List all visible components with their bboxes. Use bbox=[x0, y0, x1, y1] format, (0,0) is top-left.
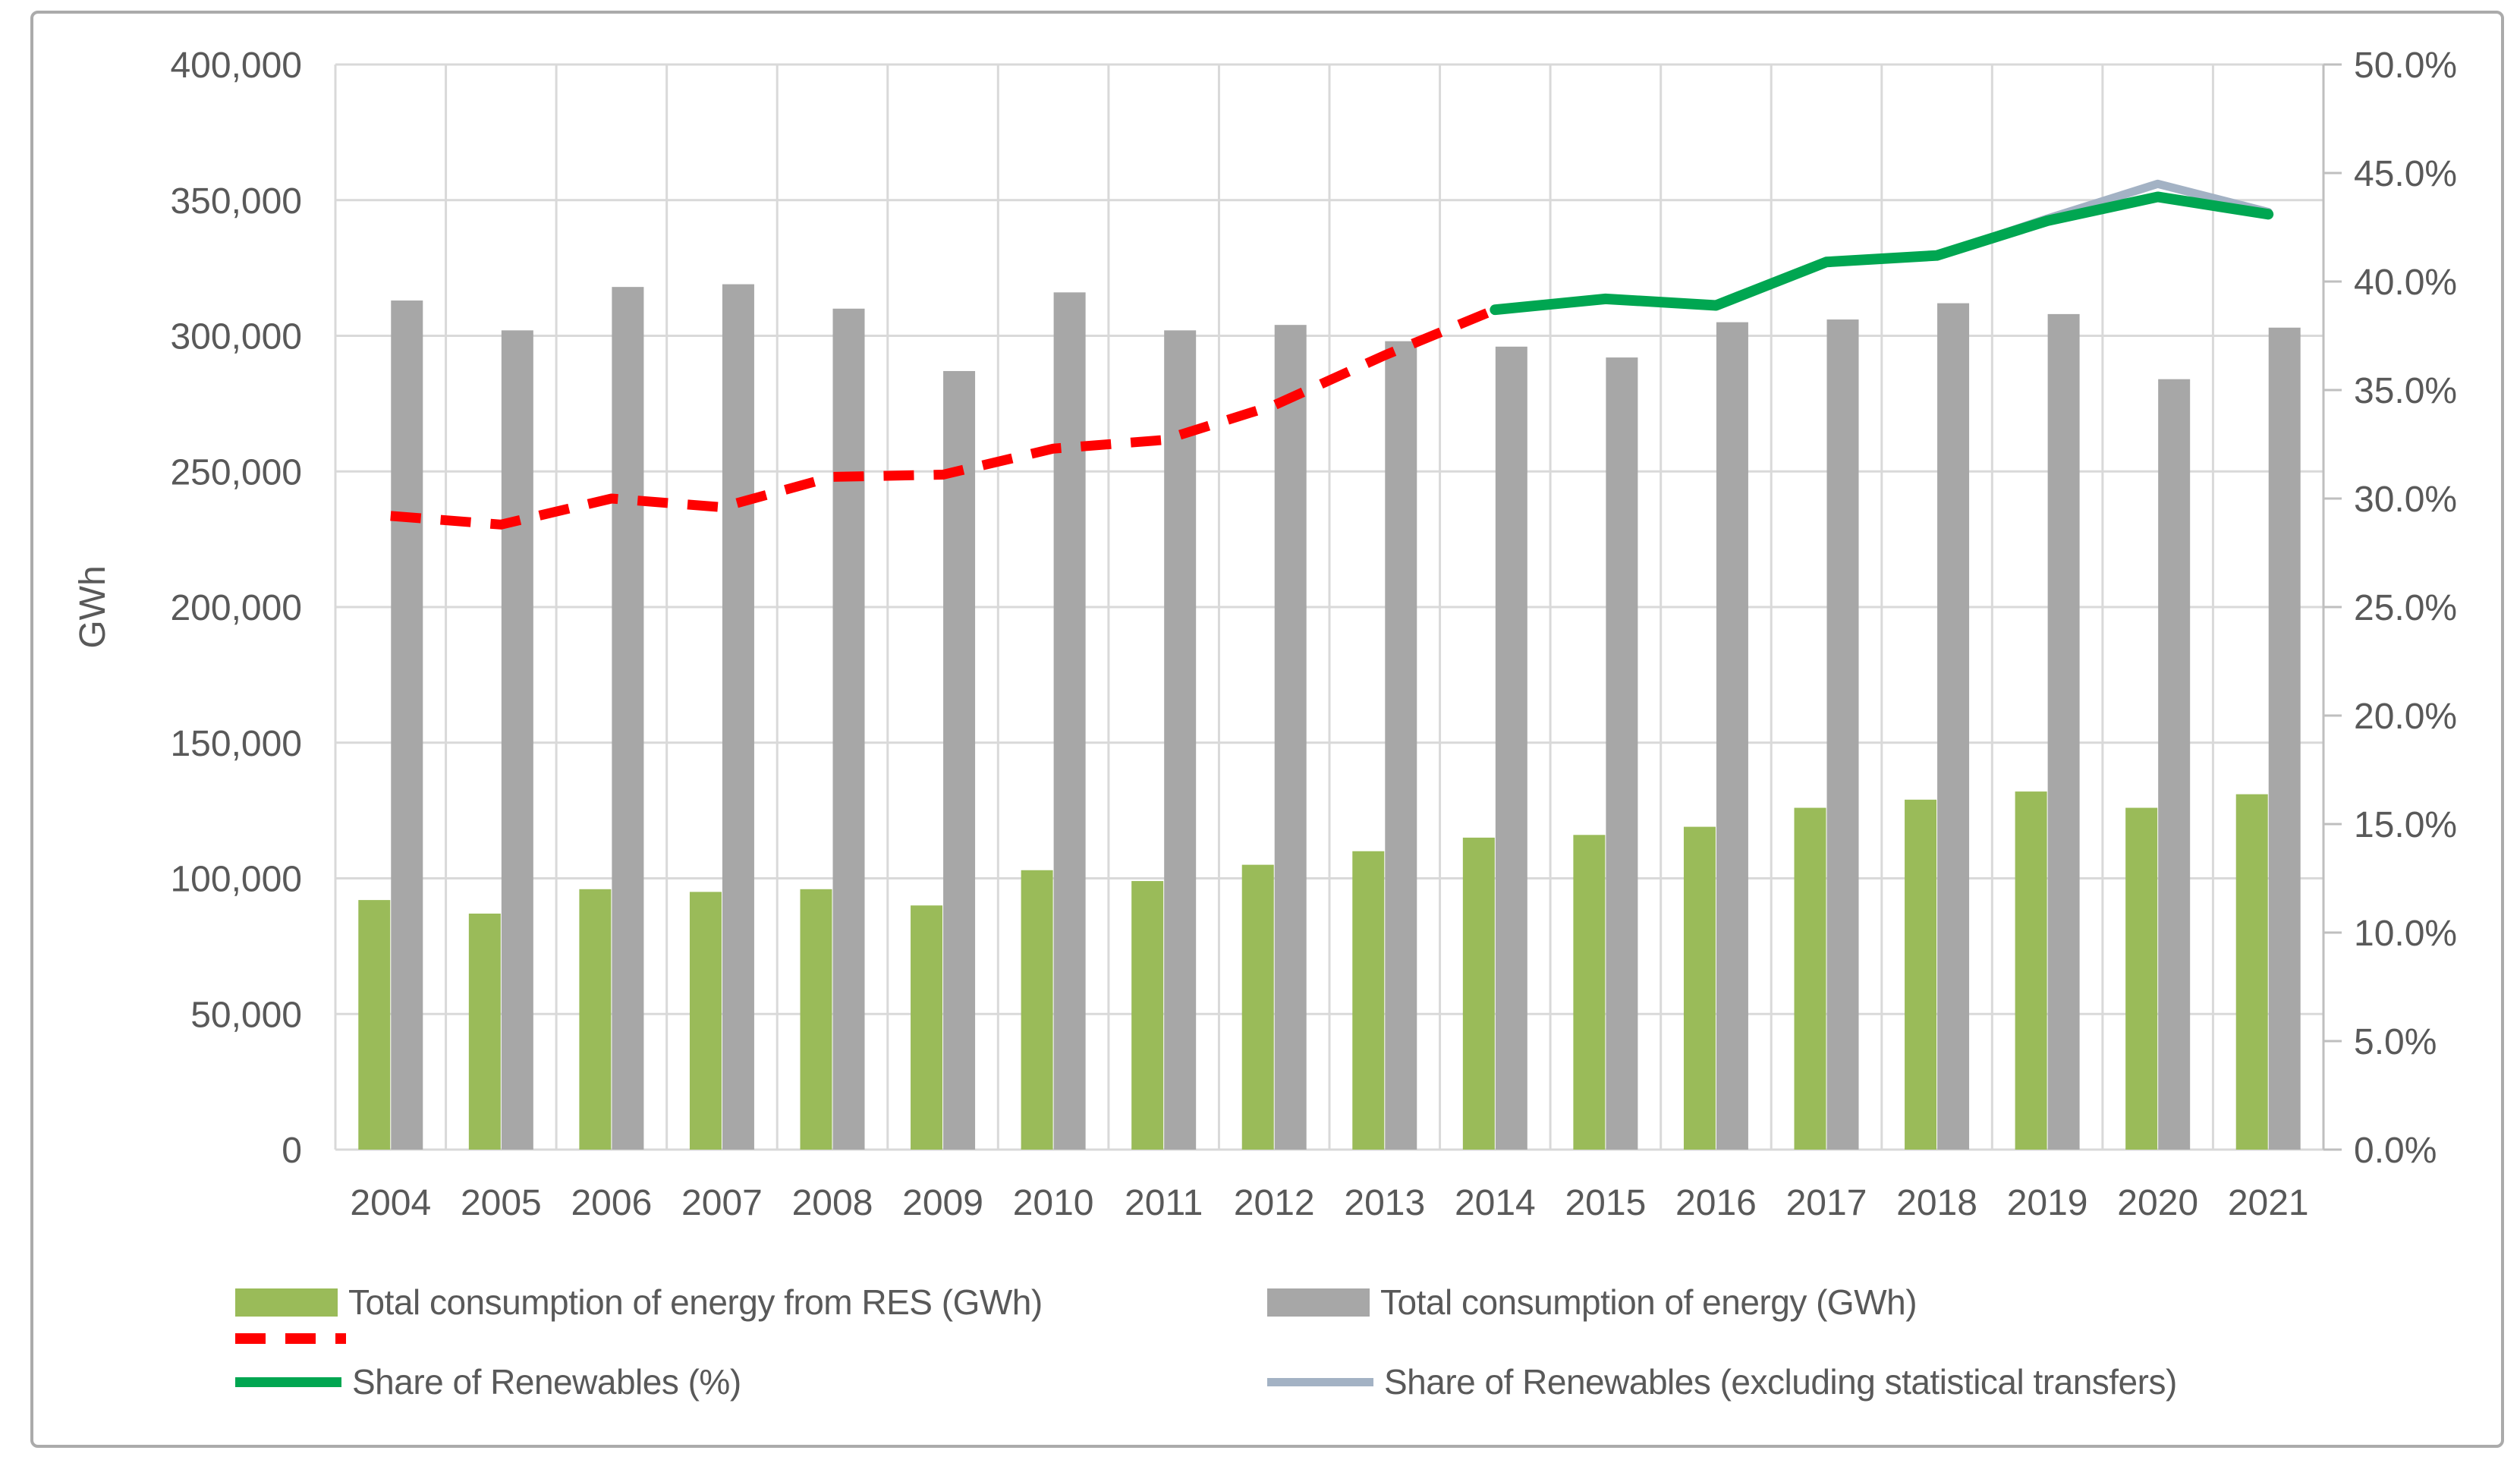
left-axis-tick-label: 300,000 bbox=[170, 317, 302, 357]
left-axis-tick-label: 200,000 bbox=[170, 588, 302, 628]
left-axis-title: GWh bbox=[73, 565, 113, 648]
share-dashed-pre2014-line bbox=[390, 305, 1497, 530]
chart-border bbox=[30, 11, 2504, 1448]
res-bar-2005 bbox=[468, 913, 501, 1150]
right-axis-tick-label: 5.0% bbox=[2354, 1022, 2437, 1062]
share-renewables-line bbox=[1490, 191, 2274, 316]
x-axis-tick-label: 2009 bbox=[902, 1183, 983, 1223]
total-bar-2021 bbox=[2268, 327, 2301, 1150]
res-bar-2015 bbox=[1573, 835, 1606, 1150]
x-axis-tick-label: 2014 bbox=[1455, 1183, 1536, 1223]
right-axis-tick-label: 20.0% bbox=[2354, 697, 2457, 737]
total-bar-2012 bbox=[1274, 325, 1307, 1150]
right-axis-tick-label: 30.0% bbox=[2354, 480, 2457, 520]
x-axis-tick-label: 2006 bbox=[571, 1183, 652, 1223]
right-axis-tick-label: 45.0% bbox=[2354, 154, 2457, 194]
res-bar-2014 bbox=[1462, 837, 1495, 1150]
total-bar-2006 bbox=[612, 287, 644, 1150]
total-bar-2017 bbox=[1826, 319, 1859, 1150]
left-axis-tick-label: 400,000 bbox=[170, 46, 302, 86]
legend-item-share-excl-transfers: Share of Renewables (excluding statistic… bbox=[1267, 1362, 2177, 1402]
res-bar-2019 bbox=[2015, 791, 2047, 1150]
total-bar-2011 bbox=[1164, 330, 1197, 1150]
x-axis-tick-label: 2004 bbox=[350, 1183, 431, 1223]
res-bar-2017 bbox=[1794, 807, 1826, 1150]
res-bar-2020 bbox=[2125, 807, 2158, 1150]
right-axis-tick-label: 15.0% bbox=[2354, 805, 2457, 845]
res-bar-2013 bbox=[1352, 851, 1385, 1150]
legend-item-res-consumption: Total consumption of energy from RES (GW… bbox=[235, 1282, 1043, 1322]
res-bar-2006 bbox=[579, 889, 612, 1150]
x-axis-tick-label: 2015 bbox=[1565, 1183, 1646, 1223]
x-axis-tick-label: 2021 bbox=[2228, 1183, 2309, 1223]
legend-label: Share of Renewables (%) bbox=[352, 1362, 741, 1402]
total-bar-2015 bbox=[1606, 357, 1638, 1150]
res-bar-2008 bbox=[800, 889, 832, 1150]
legend-item-total-consumption: Total consumption of energy (GWh) bbox=[1267, 1282, 1918, 1322]
res-bar-2010 bbox=[1021, 870, 1053, 1150]
res-bar-2018 bbox=[1905, 799, 1937, 1150]
right-axis-tick-label: 10.0% bbox=[2354, 914, 2457, 954]
x-axis-tick-label: 2017 bbox=[1786, 1183, 1867, 1223]
total-bar-2009 bbox=[943, 370, 976, 1150]
total-bar-2020 bbox=[2158, 379, 2191, 1150]
total-bar-2008 bbox=[832, 308, 865, 1150]
x-axis-tick-label: 2013 bbox=[1344, 1183, 1425, 1223]
legend-swatch-total-bar bbox=[1267, 1288, 1370, 1317]
right-axis-tick-label: 35.0% bbox=[2354, 371, 2457, 411]
total-bar-2010 bbox=[1053, 292, 1086, 1150]
left-axis-tick-label: 100,000 bbox=[170, 860, 302, 900]
total-bar-2014 bbox=[1495, 346, 1527, 1150]
x-axis-tick-label: 2011 bbox=[1125, 1183, 1203, 1223]
left-axis-tick-label: 50,000 bbox=[190, 995, 302, 1035]
x-axis-tick-label: 2020 bbox=[2117, 1183, 2198, 1223]
x-axis-tick-label: 2008 bbox=[792, 1183, 873, 1223]
x-axis-tick-label: 2019 bbox=[2007, 1183, 2088, 1223]
total-bar-2019 bbox=[2047, 313, 2080, 1150]
total-bar-2018 bbox=[1937, 303, 1970, 1150]
left-axis-tick-label: 150,000 bbox=[170, 724, 302, 764]
legend-item-share-renewables: Share of Renewables (%) bbox=[235, 1362, 741, 1402]
res-bar-2021 bbox=[2235, 794, 2268, 1150]
left-axis-tick-label: 350,000 bbox=[170, 181, 302, 222]
x-axis-tick-label: 2005 bbox=[461, 1183, 542, 1223]
right-axis-tick-label: 40.0% bbox=[2354, 263, 2457, 303]
x-axis-tick-label: 2010 bbox=[1013, 1183, 1094, 1223]
x-axis-tick-label: 2007 bbox=[681, 1183, 763, 1223]
res-bar-2004 bbox=[358, 900, 391, 1150]
left-axis-tick-label: 0 bbox=[282, 1131, 302, 1171]
res-bar-2009 bbox=[911, 905, 943, 1150]
legend-item-share-dashed bbox=[235, 1320, 346, 1357]
legend-label: Share of Renewables (excluding statistic… bbox=[1384, 1362, 2177, 1402]
left-axis-tick-label: 250,000 bbox=[170, 452, 302, 492]
res-bar-2016 bbox=[1683, 826, 1716, 1150]
legend-swatch-blue-line bbox=[1267, 1377, 1373, 1386]
res-bar-2007 bbox=[689, 892, 722, 1150]
right-axis-tick-label: 50.0% bbox=[2354, 46, 2457, 86]
legend-swatch-res-bar bbox=[235, 1288, 338, 1317]
x-axis-tick-label: 2012 bbox=[1234, 1183, 1315, 1223]
total-bar-2005 bbox=[501, 330, 533, 1150]
legend-label: Total consumption of energy from RES (GW… bbox=[348, 1282, 1043, 1322]
total-bar-2007 bbox=[722, 284, 754, 1150]
right-axis-tick-label: 25.0% bbox=[2354, 588, 2457, 628]
total-bar-2016 bbox=[1716, 322, 1748, 1150]
res-bar-2011 bbox=[1131, 881, 1164, 1150]
right-axis-tick-label: 0.0% bbox=[2354, 1131, 2437, 1171]
res-bar-2012 bbox=[1241, 864, 1274, 1150]
total-bar-2013 bbox=[1385, 341, 1417, 1150]
x-axis-tick-label: 2016 bbox=[1675, 1183, 1757, 1223]
total-bar-2004 bbox=[391, 300, 423, 1150]
x-axis-tick-label: 2018 bbox=[1896, 1183, 1977, 1223]
legend-swatch-green-line bbox=[235, 1376, 341, 1387]
legend-swatch-dashed-line bbox=[235, 1333, 346, 1344]
legend-label: Total consumption of energy (GWh) bbox=[1380, 1282, 1918, 1322]
